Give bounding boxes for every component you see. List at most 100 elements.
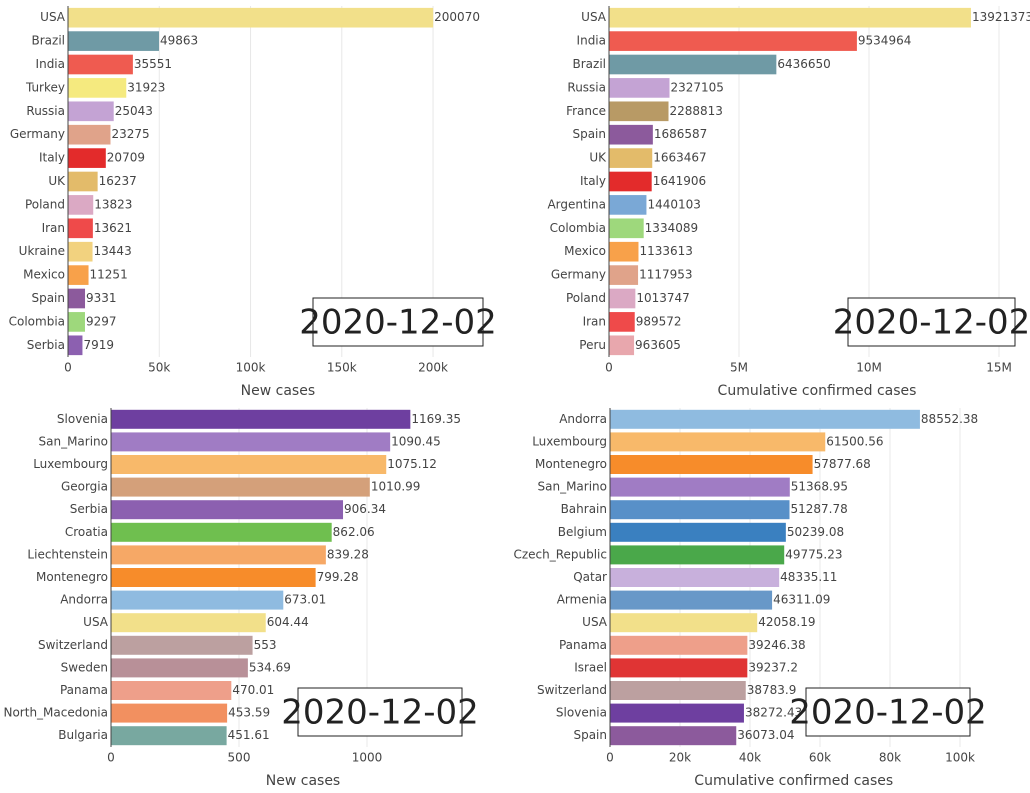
bar [610, 545, 785, 565]
bar [68, 54, 133, 75]
category-label: Andorra [60, 593, 108, 607]
category-label: Iran [42, 221, 65, 235]
value-label: 36073.04 [737, 728, 794, 742]
value-label: 1117953 [639, 268, 692, 282]
x-tick-label: 100k [236, 361, 266, 375]
bar [609, 312, 635, 332]
value-label: 1133613 [639, 244, 692, 258]
category-label: Russia [567, 80, 606, 94]
value-label: 839.28 [327, 547, 369, 561]
category-label: Italy [39, 151, 65, 165]
value-label: 23275 [111, 127, 149, 141]
category-label: Brazil [573, 57, 607, 71]
category-label: Poland [25, 197, 65, 211]
bar [111, 703, 228, 723]
x-tick-label: 100k [945, 751, 975, 765]
value-label: 2327105 [671, 80, 724, 94]
category-label: Russia [26, 104, 65, 118]
x-tick-label: 60k [809, 751, 831, 765]
bar [609, 148, 653, 168]
category-label: Slovenia [57, 412, 108, 426]
x-axis-label: Cumulative confirmed cases [694, 773, 893, 789]
value-label: 31923 [127, 80, 165, 94]
value-label: 48335.11 [780, 570, 837, 584]
category-label: India [577, 34, 606, 48]
category-label: Bahrain [561, 502, 607, 516]
value-label: 1641906 [653, 174, 706, 188]
annotation: 2020-12-02 [299, 303, 497, 343]
value-label: 673.01 [284, 593, 326, 607]
bar [609, 195, 647, 215]
category-label: Israel [574, 660, 607, 674]
bar [111, 658, 248, 678]
category-label: Mexico [23, 268, 65, 282]
annotation: 2020-12-02 [281, 693, 479, 733]
x-axis-label: New cases [266, 773, 340, 789]
category-label: USA [83, 615, 109, 629]
value-label: 57877.68 [814, 457, 871, 471]
category-label: Luxembourg [33, 457, 108, 471]
value-label: 2288813 [670, 104, 723, 118]
value-label: 35551 [134, 57, 172, 71]
category-label: Poland [566, 291, 606, 305]
bar [609, 78, 670, 98]
x-axis-label: Cumulative confirmed cases [718, 383, 917, 399]
x-axis-label: New cases [241, 383, 315, 399]
bar [609, 7, 971, 28]
bar [609, 101, 669, 122]
category-label: Peru [579, 338, 606, 352]
bar [111, 455, 387, 474]
bar [610, 432, 826, 452]
value-label: 1169.35 [411, 412, 461, 426]
bar [68, 31, 160, 51]
value-label: 1013747 [636, 291, 689, 305]
value-label: 13921373 [972, 10, 1030, 24]
category-label: Switzerland [537, 683, 607, 697]
x-tick-label: 5M [730, 361, 748, 375]
value-label: 9534964 [858, 34, 911, 48]
annotation-box [297, 687, 463, 737]
bar [609, 335, 635, 356]
category-label: Turkey [25, 80, 65, 94]
category-label: Panama [559, 638, 607, 652]
bar [68, 195, 94, 215]
bar [111, 635, 253, 655]
category-label: Serbia [70, 502, 108, 516]
bar [609, 171, 652, 192]
value-label: 470.01 [232, 683, 274, 697]
bar [610, 477, 790, 497]
bar [68, 288, 86, 309]
value-label: 200070 [434, 10, 480, 24]
category-label: Montenegro [36, 570, 108, 584]
category-label: Spain [572, 127, 606, 141]
category-label: Bulgaria [58, 728, 108, 742]
bar [609, 218, 644, 239]
value-label: 1090.45 [391, 434, 441, 448]
bar [111, 568, 316, 587]
value-label: 1686587 [654, 127, 707, 141]
annotation-box [312, 297, 484, 347]
category-label: Italy [580, 174, 606, 188]
value-label: 604.44 [267, 615, 309, 629]
category-label: Serbia [27, 338, 65, 352]
category-label: France [566, 104, 606, 118]
value-label: 9297 [86, 314, 117, 328]
value-label: 61500.56 [826, 434, 883, 448]
bar [68, 148, 106, 168]
bar [111, 726, 227, 746]
value-label: 13823 [94, 197, 132, 211]
bar [68, 7, 434, 28]
x-tick-label: 500 [228, 751, 251, 765]
value-label: 49775.23 [785, 547, 842, 561]
value-label: 1010.99 [371, 480, 421, 494]
bar [610, 613, 758, 633]
category-label: Spain [573, 728, 607, 742]
category-label: San_Marino [538, 480, 608, 494]
category-label: Ukraine [19, 244, 65, 258]
category-label: Switzerland [38, 638, 108, 652]
value-label: 989572 [636, 314, 682, 328]
value-label: 49863 [160, 34, 198, 48]
category-label: Iran [583, 314, 606, 328]
category-label: UK [48, 174, 66, 188]
